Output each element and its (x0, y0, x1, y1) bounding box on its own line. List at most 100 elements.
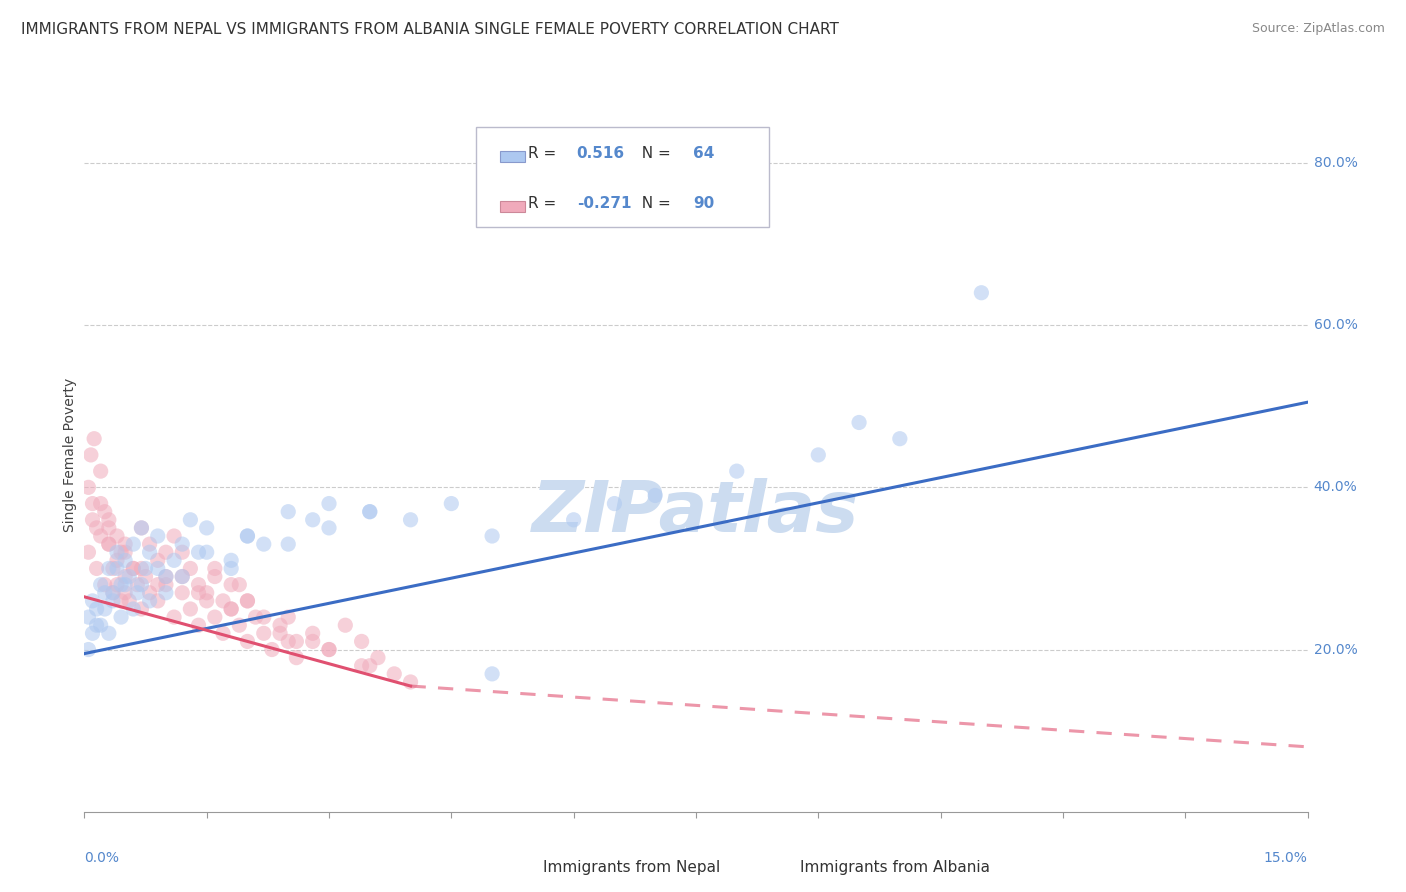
Point (105, 545, 128, 559)
Point (127, 586, 149, 600)
Point (236, 634, 259, 648)
Point (301, 513, 323, 527)
Point (146, 529, 169, 543)
Point (219, 602, 242, 616)
Point (114, 553, 136, 567)
Point (399, 675, 422, 690)
Point (90, 618, 112, 632)
Point (77, 642, 100, 657)
Point (172, 545, 194, 559)
Point (179, 602, 201, 616)
Point (114, 569, 136, 583)
Point (179, 513, 201, 527)
Point (122, 602, 145, 616)
Point (122, 561, 145, 575)
Point (187, 545, 209, 559)
Point (146, 553, 169, 567)
Point (114, 537, 136, 551)
Point (131, 602, 153, 616)
Point (82, 513, 104, 527)
Text: 0.0%: 0.0% (84, 851, 120, 865)
Point (138, 545, 160, 559)
Point (86, 618, 108, 632)
Text: R =: R = (527, 195, 561, 211)
Point (335, 618, 357, 632)
Text: N =: N = (631, 195, 675, 211)
Point (195, 594, 218, 608)
Point (195, 545, 218, 559)
Text: N =: N = (631, 145, 675, 161)
Point (644, 488, 666, 502)
Point (269, 626, 291, 640)
Point (204, 561, 226, 575)
Point (105, 553, 128, 567)
Point (236, 529, 259, 543)
Point (285, 634, 308, 648)
Point (236, 594, 259, 608)
Text: 40.0%: 40.0% (1313, 481, 1357, 494)
Point (155, 569, 177, 583)
Point (86, 561, 108, 575)
Text: 64: 64 (693, 145, 714, 161)
Point (131, 521, 153, 535)
Point (204, 610, 226, 624)
Point (253, 626, 276, 640)
Text: Source: ZipAtlas.com: Source: ZipAtlas.com (1251, 22, 1385, 36)
Point (97, 513, 120, 527)
Point (93, 586, 115, 600)
Point (97, 626, 120, 640)
Point (101, 586, 124, 600)
Point (131, 521, 153, 535)
Point (118, 569, 141, 583)
Text: IMMIGRANTS FROM NEPAL VS IMMIGRANTS FROM ALBANIA SINGLE FEMALE POVERTY CORRELATI: IMMIGRANTS FROM NEPAL VS IMMIGRANTS FROM… (21, 22, 839, 37)
Point (382, 666, 405, 681)
Point (603, 497, 626, 511)
Point (146, 577, 169, 591)
Point (179, 561, 201, 575)
Point (359, 505, 381, 519)
Point (101, 561, 124, 575)
Text: Immigrants from Albania: Immigrants from Albania (800, 860, 990, 875)
Point (90, 464, 112, 478)
Point (260, 642, 283, 657)
Point (127, 577, 149, 591)
Point (83, 432, 105, 446)
Point (90, 577, 112, 591)
Point (146, 594, 169, 608)
Point (236, 529, 259, 543)
Point (228, 618, 250, 632)
Point (135, 561, 157, 575)
Point (301, 634, 323, 648)
Point (318, 642, 340, 657)
Point (80, 448, 103, 462)
Point (848, 416, 870, 430)
Point (318, 497, 340, 511)
Point (285, 650, 308, 665)
Point (138, 594, 160, 608)
Point (269, 618, 291, 632)
Text: 15.0%: 15.0% (1264, 851, 1308, 865)
Bar (512, 865, 540, 883)
Bar (769, 865, 796, 883)
Point (807, 448, 830, 462)
Point (135, 569, 157, 583)
Point (82, 594, 104, 608)
Point (219, 553, 242, 567)
Point (138, 537, 160, 551)
Point (90, 529, 112, 543)
Text: 90: 90 (693, 195, 714, 211)
Point (725, 464, 748, 478)
Point (138, 586, 160, 600)
Point (101, 586, 124, 600)
Point (131, 577, 153, 591)
Text: R =: R = (527, 145, 561, 161)
Point (155, 545, 177, 559)
Point (889, 432, 911, 446)
Y-axis label: Single Female Poverty: Single Female Poverty (63, 378, 77, 532)
Point (245, 610, 267, 624)
Point (155, 577, 177, 591)
Text: 80.0%: 80.0% (1313, 156, 1358, 170)
Point (93, 577, 115, 591)
Point (122, 561, 145, 575)
Point (277, 610, 299, 624)
